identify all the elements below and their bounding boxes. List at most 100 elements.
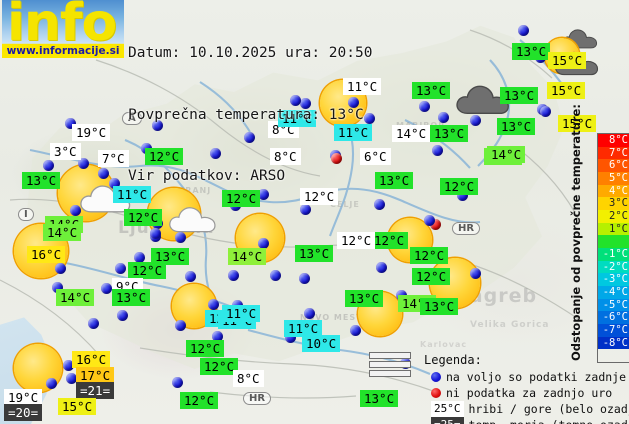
temperature-label: 12°C bbox=[300, 188, 339, 205]
temperature-label: 13°C bbox=[512, 43, 551, 60]
station-dot-available[interactable] bbox=[244, 132, 255, 143]
temperature-deviation-scale: 8°C 7°C 6°C 5°C 4°C 3°C 2°C 1°C -1°C -2°C -3°C -4°C… bbox=[597, 133, 629, 363]
scale-bar-line bbox=[369, 361, 411, 368]
station-dot-available[interactable] bbox=[518, 25, 529, 36]
station-dot-available[interactable] bbox=[98, 168, 109, 179]
station-dot-nodata[interactable] bbox=[331, 153, 342, 164]
temperature-label: 12°C bbox=[124, 209, 163, 226]
temperature-label: 15°C bbox=[58, 398, 97, 415]
scale-title: Odstopanje od povprečne temperature: bbox=[569, 104, 583, 361]
station-dot-available[interactable] bbox=[52, 282, 63, 293]
station-dot-available[interactable] bbox=[78, 158, 89, 169]
station-dot-available[interactable] bbox=[364, 113, 375, 124]
legend-item: 25°C hribi / gore (belo ozadje) bbox=[424, 401, 629, 417]
station-dot-available[interactable] bbox=[109, 178, 120, 189]
temperature-label: 13°C bbox=[112, 289, 151, 306]
station-dot-available[interactable] bbox=[374, 199, 385, 210]
station-dot-available[interactable] bbox=[185, 271, 196, 282]
scale-step: 3°C bbox=[598, 197, 629, 210]
place-label: Velika Gorica bbox=[470, 320, 550, 330]
station-dot-available[interactable] bbox=[270, 270, 281, 281]
station-dot-available[interactable] bbox=[208, 299, 219, 310]
station-dot-available[interactable] bbox=[172, 377, 183, 388]
temperature-label: 14°C bbox=[392, 125, 431, 142]
station-dot-available[interactable] bbox=[63, 360, 74, 371]
station-dot-available[interactable] bbox=[210, 148, 221, 159]
station-dot-available[interactable] bbox=[258, 238, 269, 249]
station-dot-available[interactable] bbox=[470, 115, 481, 126]
country-code-marker: I bbox=[18, 208, 34, 221]
temperature-label: 12°C bbox=[337, 232, 376, 249]
station-dot-available[interactable] bbox=[304, 308, 315, 319]
scale-step: 8°C bbox=[598, 134, 629, 147]
station-dot-available[interactable] bbox=[348, 97, 359, 108]
temperature-label: 11°C bbox=[222, 305, 261, 322]
place-label: CELJE bbox=[330, 200, 360, 209]
site-logo[interactable]: info www.informacije.si bbox=[2, 0, 124, 58]
station-dot-available[interactable] bbox=[101, 283, 112, 294]
station-dot-available[interactable] bbox=[350, 325, 361, 336]
temperature-label: 8°C bbox=[233, 370, 264, 387]
station-dot-nodata[interactable] bbox=[430, 219, 441, 230]
temperature-label: 11°C bbox=[343, 78, 382, 95]
station-dot-available[interactable] bbox=[70, 205, 81, 216]
temperature-label: 12°C bbox=[200, 358, 239, 375]
temperature-label: 13°C bbox=[500, 87, 539, 104]
temperature-label: 14°C bbox=[228, 248, 267, 265]
temperature-label: 19°C bbox=[4, 389, 43, 406]
legend-item-label: ni podatka za zadnjo uro bbox=[446, 386, 613, 400]
scale-step bbox=[598, 235, 629, 248]
station-dot-available[interactable] bbox=[376, 262, 387, 273]
temperature-label: 13°C bbox=[22, 172, 61, 189]
station-dot-available[interactable] bbox=[470, 268, 481, 279]
scale-bar-line bbox=[369, 352, 411, 359]
station-dot-available[interactable] bbox=[290, 95, 301, 106]
station-dot-available[interactable] bbox=[438, 112, 449, 123]
station-dot-available[interactable] bbox=[212, 331, 223, 342]
temperature-label: 12°C bbox=[180, 392, 219, 409]
station-dot-available[interactable] bbox=[88, 318, 99, 329]
cloud-icon bbox=[168, 204, 217, 235]
legend-item: ni podatka za zadnjo uro bbox=[424, 385, 629, 401]
station-dot-available[interactable] bbox=[115, 263, 126, 274]
station-dot-available[interactable] bbox=[432, 145, 443, 156]
temperature-label: 11°C bbox=[284, 320, 323, 337]
station-dot-available[interactable] bbox=[300, 204, 311, 215]
temperature-label: 8°C bbox=[270, 148, 301, 165]
station-dot-available[interactable] bbox=[228, 270, 239, 281]
station-dot-available[interactable] bbox=[299, 273, 310, 284]
station-dot-available[interactable] bbox=[424, 215, 435, 226]
station-dot-available[interactable] bbox=[46, 378, 57, 389]
country-code-marker: A bbox=[122, 112, 142, 125]
legend-item: na voljo so podatki zadnje ure bbox=[424, 369, 629, 385]
station-dot-available[interactable] bbox=[117, 310, 128, 321]
station-dot-available[interactable] bbox=[540, 106, 551, 117]
temperature-label: 12°C bbox=[440, 178, 479, 195]
logo-url: www.informacije.si bbox=[2, 44, 124, 58]
station-dot-available[interactable] bbox=[175, 320, 186, 331]
station-dot-available[interactable] bbox=[419, 101, 430, 112]
scale-step: -2°C bbox=[598, 260, 629, 274]
station-dot-available[interactable] bbox=[152, 120, 163, 131]
scale-step: -3°C bbox=[598, 273, 629, 286]
station-dot-available[interactable] bbox=[175, 232, 186, 243]
station-dot-available[interactable] bbox=[134, 252, 145, 263]
station-dot-available[interactable] bbox=[285, 332, 296, 343]
station-dot-available[interactable] bbox=[300, 98, 311, 109]
temperature-label: 15°C bbox=[558, 115, 597, 132]
station-dot-available[interactable] bbox=[66, 373, 77, 384]
temperature-label: 13°C bbox=[420, 298, 459, 315]
scale-step: -6°C bbox=[598, 311, 629, 324]
temperature-label: 15°C bbox=[547, 82, 586, 99]
station-dot-available[interactable] bbox=[457, 190, 468, 201]
station-dot-available[interactable] bbox=[65, 118, 76, 129]
temperature-label: 13°C bbox=[295, 245, 334, 262]
station-dot-available[interactable] bbox=[258, 189, 269, 200]
temperature-label: =20= bbox=[4, 404, 43, 421]
place-label: KRANJ bbox=[178, 186, 212, 195]
station-dot-available[interactable] bbox=[150, 228, 161, 239]
legend-nodata-dot-icon bbox=[431, 388, 441, 398]
legend-item-label: hribi / gore (belo ozadje) bbox=[468, 402, 629, 416]
station-dot-available[interactable] bbox=[55, 263, 66, 274]
station-dot-available[interactable] bbox=[43, 160, 54, 171]
